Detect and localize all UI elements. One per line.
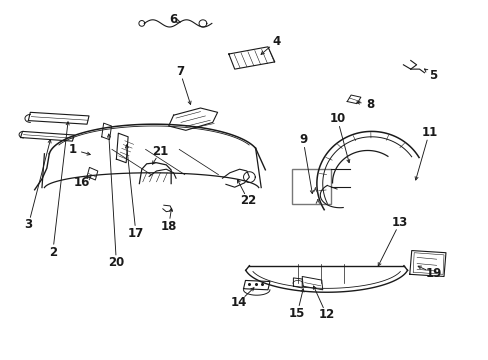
Text: 8: 8	[366, 98, 374, 111]
Text: 9: 9	[299, 133, 306, 146]
Text: 18: 18	[160, 220, 177, 233]
Text: 10: 10	[328, 112, 345, 125]
Text: 1: 1	[68, 143, 76, 156]
Text: 7: 7	[176, 65, 183, 78]
Text: 20: 20	[108, 256, 124, 269]
Text: 3: 3	[24, 219, 32, 231]
Text: 5: 5	[428, 69, 436, 82]
Text: 22: 22	[240, 194, 256, 207]
Text: 2: 2	[49, 246, 57, 258]
Text: 14: 14	[230, 296, 246, 309]
Text: 15: 15	[288, 307, 305, 320]
Text: 21: 21	[152, 145, 168, 158]
Text: 13: 13	[391, 216, 407, 229]
Text: 6: 6	[169, 13, 177, 26]
Bar	[292, 169, 330, 204]
Text: 4: 4	[272, 35, 280, 48]
Text: 11: 11	[420, 126, 437, 139]
Text: 19: 19	[425, 267, 442, 280]
Text: 12: 12	[318, 309, 334, 321]
Text: 17: 17	[127, 227, 144, 240]
Text: 16: 16	[74, 176, 90, 189]
